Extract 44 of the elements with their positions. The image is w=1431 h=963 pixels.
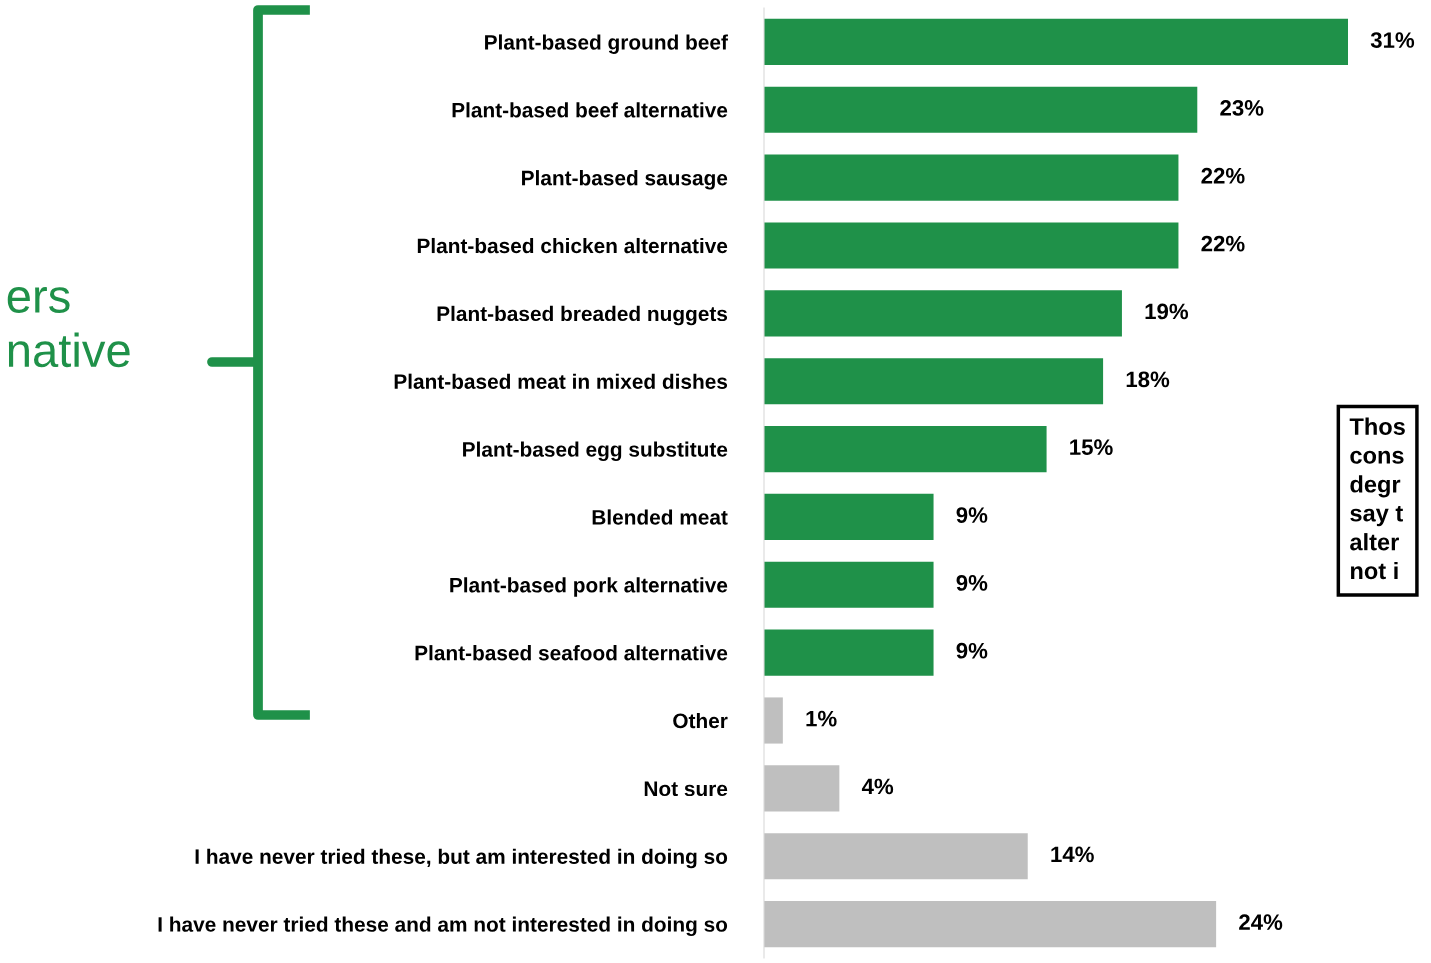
- data-label: 23%: [1220, 100, 1264, 116]
- data-label: 18%: [1126, 371, 1170, 388]
- y-tick-label: Not sure: [644, 781, 728, 797]
- bar: [764, 901, 1217, 948]
- bar: [764, 18, 1348, 65]
- data-label: 24%: [1239, 914, 1283, 930]
- y-tick-label: Plant-based beef alternative: [452, 102, 728, 118]
- y-tick-label: I have never tried these and am not interested in doing so: [158, 916, 728, 937]
- y-tick-label: I have never tried these, but am interested in doing so: [195, 848, 728, 869]
- bar: [764, 426, 1047, 473]
- data-label: 22%: [1201, 167, 1245, 184]
- data-label: 4%: [861, 778, 894, 795]
- y-tick-label: Plant-based breaded nuggets: [437, 305, 728, 326]
- text: Thos cons degr say t alter not i: [1349, 417, 1405, 580]
- y-tick-label: Plant-based sausage: [522, 170, 728, 190]
- data-label: 22%: [1201, 235, 1245, 252]
- bar: [764, 86, 1198, 133]
- bar: [764, 493, 934, 540]
- bar: [764, 358, 1104, 405]
- data-label: 9%: [956, 642, 988, 659]
- data-label: 1%: [806, 710, 837, 727]
- y-tick-label: Plant-based egg substitute: [463, 441, 728, 462]
- bar: [764, 290, 1122, 337]
- data-label: 9%: [956, 575, 988, 591]
- bar: [764, 697, 783, 744]
- y-tick-label: Blended meat: [592, 509, 728, 525]
- bar: [764, 629, 934, 676]
- bar: [764, 222, 1179, 269]
- data-label: 19%: [1145, 303, 1189, 320]
- data-label: 15%: [1070, 439, 1113, 456]
- y-tick-label: Plant-based ground beef: [485, 34, 728, 54]
- data-label: 31%: [1370, 32, 1415, 48]
- bar: [764, 765, 840, 812]
- bar: [764, 833, 1028, 880]
- data-label: 14%: [1051, 846, 1094, 863]
- y-tick-label: Plant-based chicken alternative: [417, 237, 728, 254]
- y-tick-label: Plant-based seafood alternative: [415, 645, 728, 661]
- bar: [764, 561, 934, 608]
- text: ers native: [7, 287, 130, 368]
- bar: [764, 154, 1179, 201]
- data-label: 9%: [956, 507, 988, 523]
- y-tick-label: Plant-based pork alternative: [450, 577, 728, 597]
- y-tick-label: Plant-based meat in mixed dishes: [394, 373, 728, 389]
- y-tick-label: Other: [673, 712, 728, 729]
